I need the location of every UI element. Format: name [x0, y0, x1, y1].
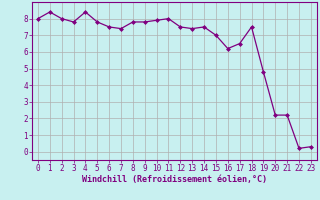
X-axis label: Windchill (Refroidissement éolien,°C): Windchill (Refroidissement éolien,°C)	[82, 175, 267, 184]
